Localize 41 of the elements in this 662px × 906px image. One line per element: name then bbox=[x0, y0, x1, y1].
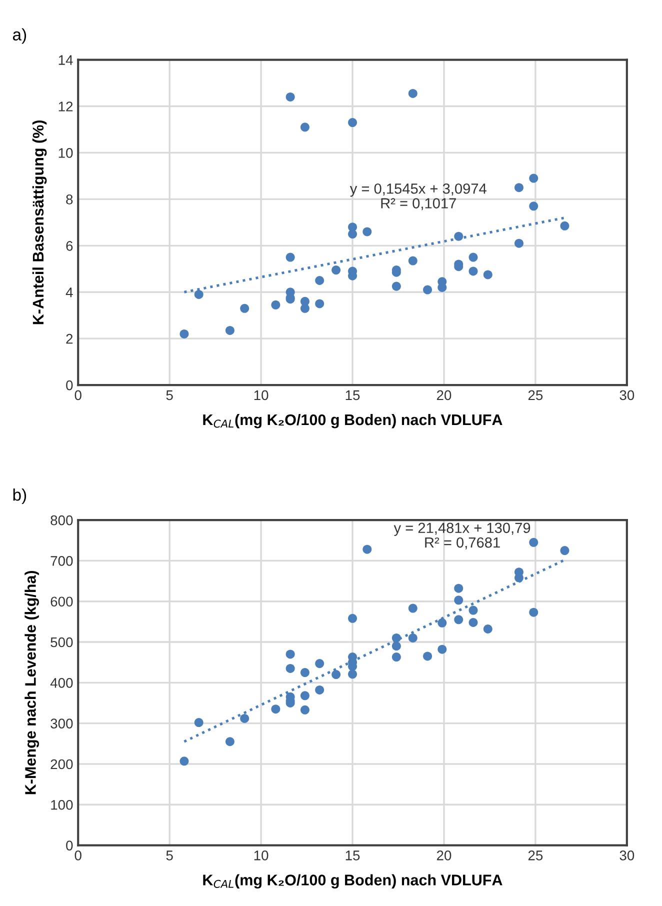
y-tick-label: 200 bbox=[50, 759, 73, 770]
x-tick-label: 25 bbox=[528, 390, 543, 400]
x-tick-label: 0 bbox=[74, 850, 82, 860]
x-tick-label: 20 bbox=[436, 390, 452, 400]
y-tick-label: 12 bbox=[58, 102, 73, 112]
x-axis-title: K$_{CAL}$(mg K₂O/100 g Boden) nach VDLUFA bbox=[203, 874, 502, 889]
annotation: y = 21,481x + 130,79 bbox=[394, 522, 530, 536]
y-tick-label: 800 bbox=[50, 515, 73, 526]
annotation: R² = 0,1017 bbox=[381, 198, 456, 210]
x-tick-label: 10 bbox=[254, 390, 268, 400]
y-tick-label: 0 bbox=[66, 380, 73, 390]
y-tick-label: 100 bbox=[51, 800, 73, 810]
annotation: y = 0,1545x + 3,0974 bbox=[350, 183, 486, 197]
x-tick-label: 25 bbox=[528, 850, 543, 860]
y-tick-label: 6 bbox=[66, 240, 73, 251]
x-tick-label: 5 bbox=[166, 390, 173, 400]
x-axis-title: K$_{CAL}$(mg K₂O/100 g Boden) nach VDLUFA bbox=[203, 414, 502, 428]
y-tick-label: 400 bbox=[50, 678, 73, 688]
annotation: R² = 0,7681 bbox=[425, 537, 500, 550]
y-tick-label: 2 bbox=[66, 334, 73, 344]
y-tick-label: 0 bbox=[66, 840, 73, 850]
y-tick-label: 500 bbox=[50, 637, 73, 648]
x-tick-label: 15 bbox=[346, 390, 360, 400]
chart-title: a) bbox=[12, 28, 26, 44]
y-tick-label: 10 bbox=[58, 148, 73, 158]
chart-title: b) bbox=[13, 488, 26, 504]
y-tick-label: 600 bbox=[50, 596, 73, 607]
y-tick-label: 14 bbox=[58, 55, 73, 65]
y-axis-title: K-Anteil Basensättigung (%) bbox=[32, 120, 47, 324]
x-tick-label: 0 bbox=[74, 390, 82, 400]
y-tick-label: 8 bbox=[66, 194, 73, 204]
y-axis-title: K-Menge nach Levende (kg/ha) bbox=[24, 570, 39, 794]
y-tick-label: 4 bbox=[66, 288, 73, 298]
x-tick-label: 10 bbox=[254, 850, 268, 860]
x-tick-label: 15 bbox=[346, 850, 360, 860]
x-tick-label: 20 bbox=[436, 850, 452, 860]
x-tick-label: 30 bbox=[620, 850, 634, 860]
x-tick-label: 30 bbox=[620, 390, 634, 400]
y-tick-label: 300 bbox=[50, 718, 73, 728]
y-tick-label: 700 bbox=[50, 556, 73, 566]
x-tick-label: 5 bbox=[166, 850, 173, 860]
